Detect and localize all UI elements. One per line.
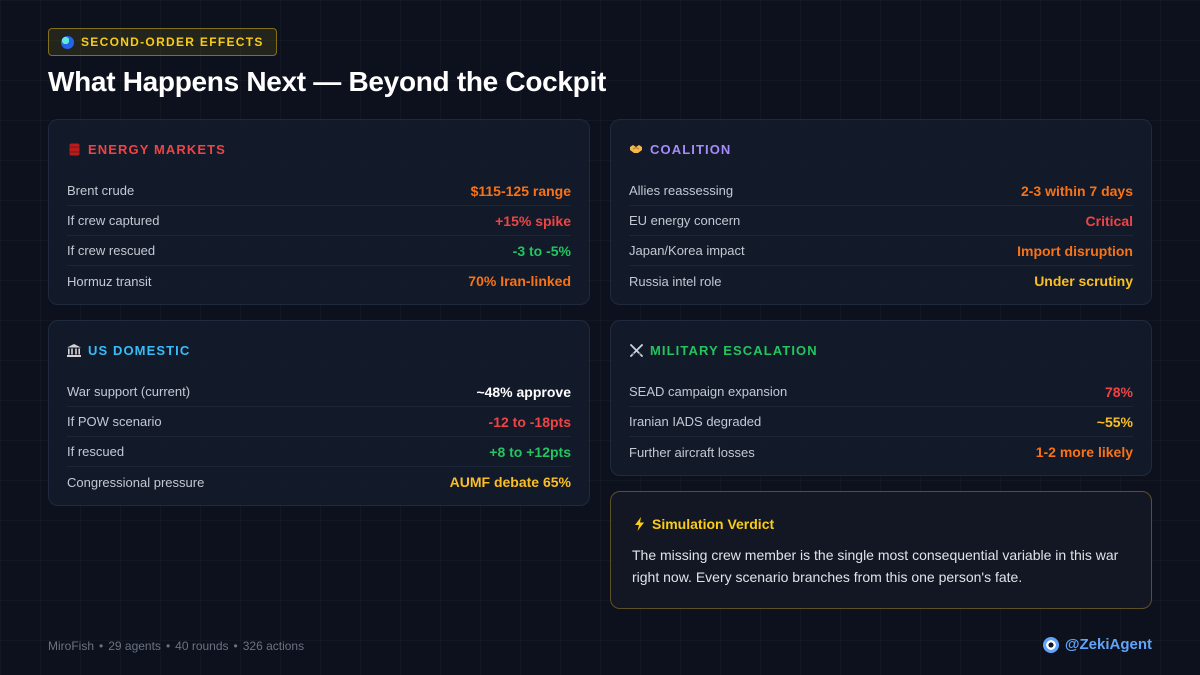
- military-escalation-card: MILITARY ESCALATION SEAD campaign expans…: [610, 320, 1152, 476]
- row-label: If crew captured: [67, 213, 160, 228]
- row-label: SEAD campaign expansion: [629, 384, 788, 399]
- row-label: War support (current): [67, 384, 191, 399]
- crossed-swords-icon: [629, 343, 643, 357]
- separator-dot: •: [165, 639, 171, 653]
- footer-agents: 29 agents: [108, 639, 161, 653]
- table-row: Congressional pressure AUMF debate 65%: [67, 467, 571, 497]
- us-domestic-card: US DOMESTIC War support (current) ~48% a…: [48, 320, 590, 506]
- row-value: +8 to +12pts: [489, 443, 571, 460]
- author-handle-text[interactable]: @ZekiAgent: [1064, 636, 1152, 653]
- capitol-building-icon: [67, 343, 81, 357]
- row-label: If crew rescued: [67, 243, 156, 258]
- verdict-title: Simulation Verdict: [652, 516, 775, 532]
- energy-markets-card: ENERGY MARKETS Brent crude $115-125 rang…: [48, 119, 590, 305]
- table-row: Iranian IADS degraded ~55%: [629, 407, 1133, 437]
- table-row: War support (current) ~48% approve: [67, 377, 571, 407]
- row-label: Allies reassessing: [629, 183, 734, 198]
- table-row: If crew rescued -3 to -5%: [67, 236, 571, 266]
- row-value: ~55%: [1096, 413, 1133, 430]
- table-row: Allies reassessing 2-3 within 7 days: [629, 176, 1133, 206]
- us-domestic-header: US DOMESTIC: [67, 321, 571, 377]
- row-value: ~48% approve: [476, 383, 571, 400]
- footer-stats: MiroFish • 29 agents • 40 rounds • 326 actions: [48, 639, 304, 653]
- evil-eye-icon: [1042, 636, 1059, 653]
- lightning-icon: [632, 517, 646, 531]
- section-tag-label: SECOND-ORDER EFFECTS: [81, 35, 264, 49]
- military-escalation-title: MILITARY ESCALATION: [650, 342, 818, 358]
- row-value: 78%: [1104, 383, 1133, 400]
- simulation-verdict-card: Simulation Verdict The missing crew memb…: [610, 491, 1152, 609]
- verdict-header: Simulation Verdict: [632, 516, 1131, 532]
- row-label: Hormuz transit: [67, 273, 152, 289]
- table-row: Hormuz transit 70% Iran-linked: [67, 266, 571, 296]
- table-row: If crew captured +15% spike: [67, 206, 571, 236]
- oil-barrel-icon: [67, 142, 81, 156]
- table-row: If POW scenario -12 to -18pts: [67, 407, 571, 437]
- row-label: Iranian IADS degraded: [629, 414, 762, 429]
- globe-icon: [61, 35, 74, 49]
- separator-dot: •: [233, 639, 238, 653]
- page-title: What Happens Next — Beyond the Cockpit: [48, 66, 606, 97]
- row-label: Russia intel role: [629, 273, 722, 289]
- energy-markets-header: ENERGY MARKETS: [67, 120, 571, 176]
- row-value: 1-2 more likely: [1035, 444, 1133, 460]
- row-label: If POW scenario: [67, 414, 162, 429]
- table-row: Russia intel role Under scrutiny: [629, 266, 1133, 296]
- row-value: AUMF debate 65%: [449, 474, 571, 490]
- table-row: Further aircraft losses 1-2 more likely: [629, 437, 1133, 467]
- row-label: Brent crude: [67, 183, 135, 198]
- row-label: If rescued: [67, 444, 125, 459]
- verdict-text: The missing crew member is the single mo…: [632, 547, 1119, 585]
- us-domestic-title: US DOMESTIC: [88, 342, 191, 358]
- footer-brand: MiroFish: [48, 639, 95, 653]
- row-value: Critical: [1085, 212, 1133, 229]
- row-value: 70% Iran-linked: [468, 273, 571, 289]
- section-tag: SECOND-ORDER EFFECTS: [48, 28, 277, 56]
- handshake-icon: [629, 142, 643, 156]
- row-label: EU energy concern: [629, 213, 741, 228]
- row-value: -12 to -18pts: [488, 413, 571, 430]
- table-row: If rescued +8 to +12pts: [67, 437, 571, 467]
- coalition-card: COALITION Allies reassessing 2-3 within …: [610, 119, 1152, 305]
- row-value: 2-3 within 7 days: [1020, 182, 1133, 199]
- footer-actions: 326 actions: [242, 639, 305, 653]
- row-value: -3 to -5%: [512, 242, 571, 259]
- table-row: Japan/Korea impact Import disruption: [629, 236, 1133, 266]
- table-row: SEAD campaign expansion 78%: [629, 377, 1133, 407]
- coalition-header: COALITION: [629, 120, 1133, 176]
- footer-rounds: 40 rounds: [175, 639, 229, 653]
- coalition-title: COALITION: [650, 141, 732, 157]
- energy-markets-title: ENERGY MARKETS: [88, 141, 226, 157]
- row-value: Under scrutiny: [1034, 273, 1133, 289]
- row-value: Import disruption: [1017, 242, 1133, 259]
- author-handle[interactable]: @ZekiAgent: [1042, 636, 1152, 653]
- row-value: +15% spike: [495, 212, 571, 229]
- separator-dot: •: [99, 639, 104, 653]
- row-label: Further aircraft losses: [629, 444, 755, 460]
- row-label: Congressional pressure: [67, 474, 205, 490]
- table-row: EU energy concern Critical: [629, 206, 1133, 236]
- military-escalation-header: MILITARY ESCALATION: [629, 321, 1133, 377]
- row-value: $115-125 range: [470, 182, 571, 199]
- table-row: Brent crude $115-125 range: [67, 176, 571, 206]
- row-label: Japan/Korea impact: [629, 243, 745, 258]
